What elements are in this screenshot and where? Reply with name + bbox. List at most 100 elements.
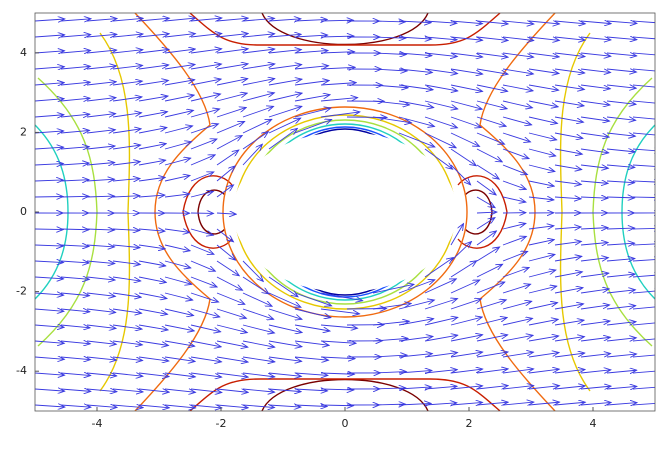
quiver-arrow bbox=[528, 369, 559, 374]
quiver-arrow bbox=[242, 64, 275, 70]
quiver-arrow bbox=[216, 93, 247, 102]
quiver-arrow bbox=[528, 270, 556, 278]
quiver-arrow bbox=[35, 245, 63, 246]
quiver-arrow bbox=[242, 292, 272, 306]
quiver-arrow bbox=[528, 254, 555, 262]
quiver-arrow bbox=[502, 223, 526, 230]
quiver-arrow bbox=[216, 49, 248, 54]
quiver-arrow bbox=[86, 19, 117, 21]
quiver-arrow bbox=[450, 369, 483, 374]
quiver-arrow bbox=[242, 93, 274, 102]
quiver-arrow bbox=[190, 228, 213, 235]
quiver-arrow bbox=[86, 357, 117, 360]
quiver-arrow bbox=[138, 389, 169, 392]
quiver-arrow bbox=[138, 112, 167, 118]
quiver-arrow bbox=[138, 372, 169, 377]
quiver-arrow bbox=[424, 84, 458, 91]
quiver-arrow bbox=[450, 261, 477, 278]
quiver-arrow bbox=[606, 53, 637, 56]
quiver-arrow bbox=[502, 164, 527, 175]
quiver-arrow bbox=[138, 80, 168, 86]
quiver-arrow bbox=[606, 197, 634, 198]
quiver-arrow bbox=[242, 49, 275, 54]
quiver-arrow bbox=[398, 354, 432, 358]
quiver-arrow bbox=[580, 354, 611, 358]
quiver-arrow bbox=[242, 405, 275, 408]
quiver-arrow bbox=[398, 370, 432, 373]
quiver-arrow bbox=[450, 164, 471, 185]
quiver-arrow bbox=[580, 305, 610, 310]
quiver-arrow bbox=[86, 66, 116, 69]
quiver-arrow bbox=[60, 389, 91, 391]
quiver-arrow bbox=[190, 18, 222, 21]
quiver-arrow bbox=[476, 84, 508, 91]
quiver-arrow bbox=[554, 84, 584, 89]
contour-line bbox=[134, 13, 211, 213]
quiver-arrow bbox=[216, 107, 246, 118]
quiver-arrow bbox=[606, 181, 635, 183]
quiver-arrow bbox=[60, 229, 89, 230]
quiver-arrow bbox=[242, 34, 275, 37]
quiver-arrow bbox=[190, 260, 215, 271]
quiver-arrow bbox=[528, 303, 558, 310]
quiver-arrow bbox=[60, 357, 90, 360]
quiver-arrow bbox=[554, 288, 583, 294]
quiver-arrow bbox=[35, 147, 64, 149]
quiver-arrow bbox=[320, 389, 354, 390]
quiver-arrow bbox=[372, 388, 406, 389]
x-tick-label: 0 bbox=[342, 417, 349, 430]
quiver-arrow bbox=[86, 146, 115, 149]
quiver-arrow bbox=[112, 340, 142, 345]
quiver-arrow bbox=[528, 197, 554, 200]
quiver-arrow bbox=[632, 52, 655, 56]
quiver-arrow bbox=[112, 162, 140, 166]
quiver-arrow bbox=[138, 177, 165, 182]
quiver-arrow bbox=[502, 196, 526, 202]
quiver-arrow bbox=[190, 244, 214, 254]
quiver-arrow bbox=[450, 280, 480, 294]
quiver-arrow bbox=[528, 148, 556, 156]
x-tick-label: 2 bbox=[466, 417, 473, 430]
quiver-arrow bbox=[190, 405, 222, 408]
quiver-arrow bbox=[450, 224, 464, 246]
quiver-arrow bbox=[35, 196, 63, 197]
contour-line bbox=[197, 189, 226, 213]
quiver-arrow bbox=[86, 34, 117, 37]
quiver-arrow bbox=[580, 402, 611, 405]
quiver-arrow bbox=[35, 115, 64, 117]
quiver bbox=[35, 18, 655, 408]
quiver-arrow bbox=[528, 52, 559, 57]
quiver-arrow bbox=[35, 405, 65, 407]
quiver-arrow bbox=[268, 65, 302, 70]
quiver-arrow bbox=[398, 116, 434, 126]
quiver-arrow bbox=[86, 324, 116, 328]
quiver-arrow bbox=[528, 100, 558, 107]
quiver-arrow bbox=[580, 386, 611, 389]
quiver-arrow bbox=[86, 261, 115, 264]
quiver-arrow bbox=[528, 286, 557, 294]
quiver-arrow bbox=[190, 276, 217, 287]
quiver-arrow bbox=[138, 96, 168, 102]
quiver-arrow bbox=[502, 318, 533, 326]
contour-line bbox=[479, 13, 556, 213]
quiver-arrow bbox=[606, 306, 636, 309]
quiver-arrow bbox=[294, 19, 327, 21]
quiver-arrow bbox=[320, 324, 357, 328]
quiver-arrow bbox=[60, 309, 90, 312]
quiver-arrow bbox=[606, 85, 636, 88]
quiver-arrow bbox=[632, 275, 655, 277]
quiver-arrow bbox=[554, 241, 581, 246]
quiver-arrow bbox=[242, 372, 275, 377]
quiver-arrow bbox=[294, 324, 330, 331]
quiver-arrow bbox=[35, 67, 64, 69]
quiver-arrow bbox=[112, 50, 143, 53]
quiver-arrow bbox=[606, 403, 637, 405]
quiver-arrow bbox=[216, 260, 239, 276]
quiver-arrow bbox=[632, 36, 655, 40]
quiver-arrow bbox=[424, 52, 457, 57]
quiver-arrow bbox=[554, 148, 582, 154]
quiver-arrow bbox=[294, 108, 331, 118]
quiver-arrow bbox=[502, 301, 532, 310]
quiver-arrow bbox=[268, 340, 302, 347]
quiver-arrow bbox=[138, 292, 167, 298]
